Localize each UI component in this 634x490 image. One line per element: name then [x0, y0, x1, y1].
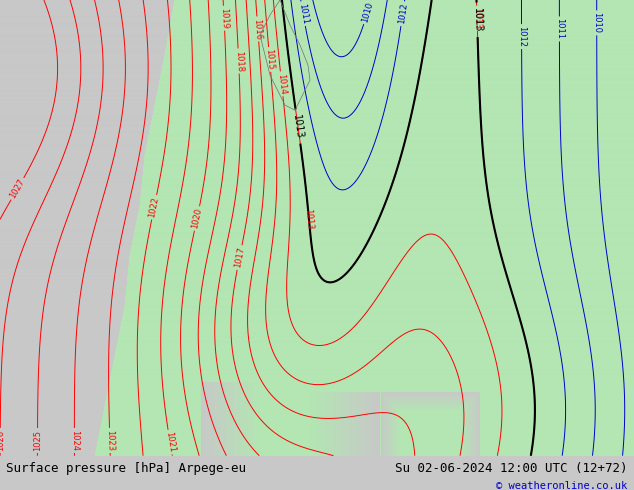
Text: 1010: 1010 [592, 12, 601, 33]
Text: © weatheronline.co.uk: © weatheronline.co.uk [496, 481, 628, 490]
Text: Su 02-06-2024 12:00 UTC (12+72): Su 02-06-2024 12:00 UTC (12+72) [395, 462, 628, 475]
Text: 1011: 1011 [555, 19, 564, 40]
Text: 1014: 1014 [276, 73, 287, 95]
Text: 1013: 1013 [472, 7, 482, 29]
Text: 1013: 1013 [472, 7, 482, 32]
Text: 1017: 1017 [233, 246, 246, 269]
Text: 1013: 1013 [304, 209, 314, 230]
Text: 1012: 1012 [397, 2, 409, 25]
Text: 1016: 1016 [252, 18, 263, 40]
Text: Surface pressure [hPa] Arpege-eu: Surface pressure [hPa] Arpege-eu [6, 462, 247, 475]
Text: 1019: 1019 [219, 7, 229, 29]
Text: 1012: 1012 [517, 26, 526, 47]
Text: 1024: 1024 [70, 430, 79, 451]
Text: 1018: 1018 [234, 50, 243, 72]
Text: 1026: 1026 [0, 430, 4, 451]
Text: 1011: 1011 [297, 2, 309, 25]
Text: 1023: 1023 [105, 430, 115, 451]
Text: 1015: 1015 [264, 49, 275, 70]
Text: 1013: 1013 [292, 114, 304, 139]
Text: 1020: 1020 [190, 207, 204, 230]
Text: 1010: 1010 [360, 1, 375, 24]
Text: 1027: 1027 [8, 177, 27, 200]
Text: 1022: 1022 [148, 196, 160, 219]
Text: 1021: 1021 [164, 431, 176, 453]
Text: 1025: 1025 [33, 430, 42, 451]
